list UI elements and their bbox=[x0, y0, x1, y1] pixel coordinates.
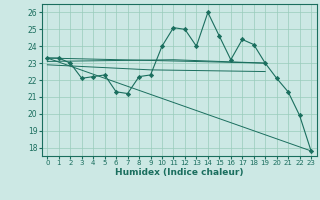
X-axis label: Humidex (Indice chaleur): Humidex (Indice chaleur) bbox=[115, 168, 244, 177]
